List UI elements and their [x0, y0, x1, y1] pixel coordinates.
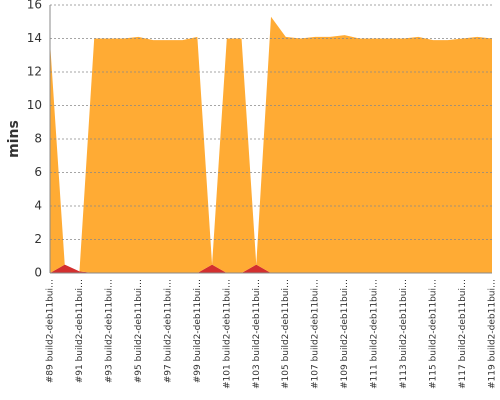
- x-tick-label: #113 build2-deb11bui…: [399, 279, 409, 389]
- y-tick-label: 2: [34, 232, 42, 246]
- y-tick-label: 4: [34, 199, 42, 213]
- x-tick-label: #105 build2-deb11bui…: [281, 279, 291, 389]
- y-tick-label: 12: [27, 65, 42, 79]
- x-tick-label: #97 build2-deb11bui…: [163, 279, 173, 383]
- x-tick-label: #101 build2-deb11bui…: [222, 279, 232, 389]
- x-tick-label: #111 build2-deb11bui…: [370, 279, 380, 389]
- area: [50, 16, 492, 273]
- y-tick-label: 8: [34, 132, 42, 146]
- x-tick-label: #99 build2-deb11bui…: [193, 279, 203, 383]
- x-tick-label: #109 build2-deb11bui…: [340, 279, 350, 389]
- y-axis-label: mins: [6, 120, 22, 158]
- x-tick-label: #89 build2-deb11bui…: [46, 279, 56, 383]
- y-tick-label: 16: [27, 0, 42, 12]
- y-tick-label: 10: [27, 98, 42, 112]
- x-tick-label: #91 build2-deb11bui…: [75, 279, 85, 383]
- x-tick-label: #119 build2-deb11bui…: [488, 279, 498, 389]
- x-tick-label: #95 build2-deb11bui…: [134, 279, 144, 383]
- y-tick-label: 14: [27, 31, 42, 45]
- y-tick-label: 0: [34, 266, 42, 280]
- x-tick-label: #117 build2-deb11bui…: [458, 279, 468, 389]
- x-tick-label: #103 build2-deb11bui…: [252, 279, 262, 389]
- y-tick-label: 6: [34, 165, 42, 179]
- x-tick-label: #115 build2-deb11bui…: [429, 279, 439, 389]
- x-tick-label: #107 build2-deb11bui…: [311, 279, 321, 389]
- x-tick-label: #93 build2-deb11bui…: [104, 279, 114, 383]
